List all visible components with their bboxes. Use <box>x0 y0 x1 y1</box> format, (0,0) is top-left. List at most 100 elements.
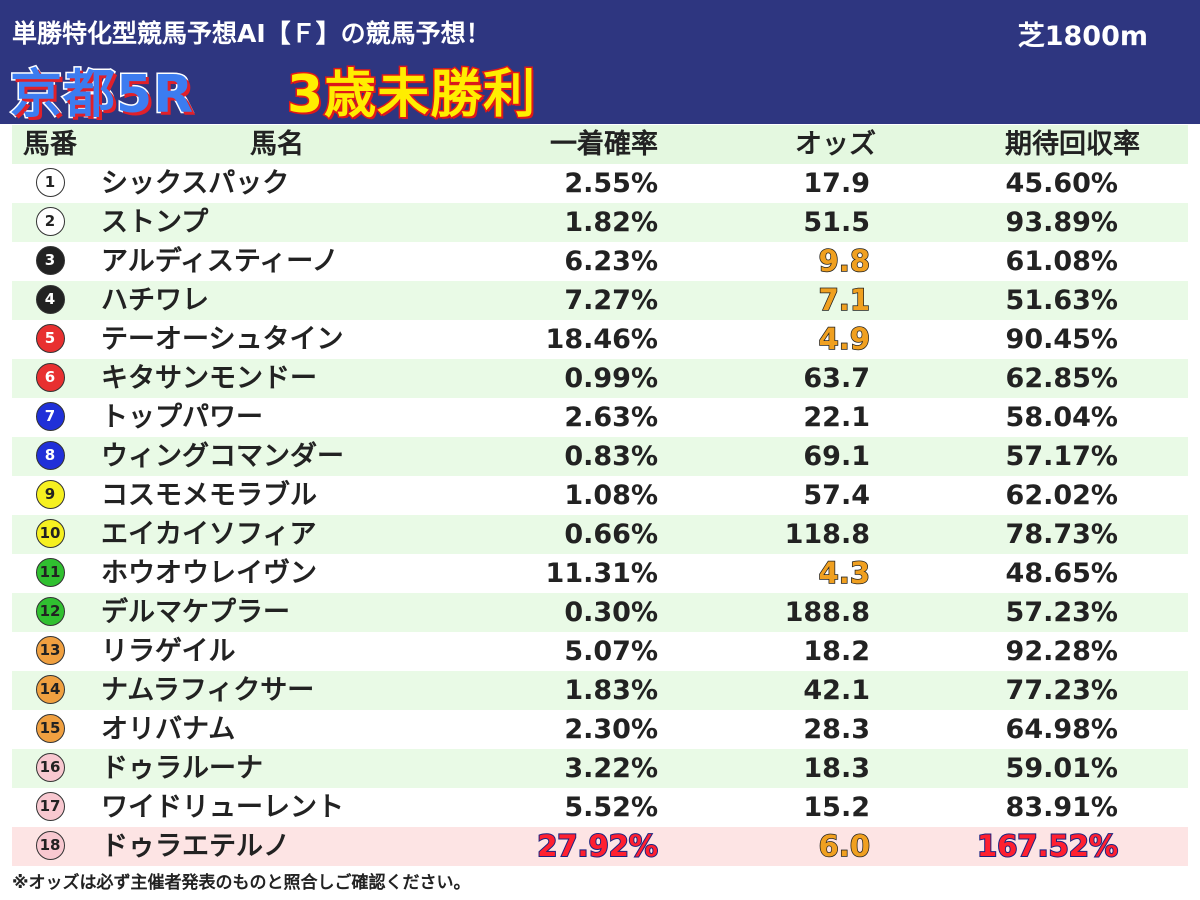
horse-name-text: キタサンモンドー <box>101 363 317 394</box>
horse-number-badge: 8 <box>35 441 65 470</box>
win-probability: 1.82% <box>564 203 658 242</box>
expected-return-text: 62.02% <box>1005 480 1118 511</box>
expected-return-text: 48.65% <box>1005 558 1118 589</box>
horse-number-cell: 18 <box>12 827 88 866</box>
odds-value: 18.2 <box>803 632 870 671</box>
horse-number-cell: 7 <box>12 398 88 437</box>
expected-return-text: 77.23% <box>1005 675 1118 706</box>
expected-return: 62.85% <box>1006 359 1118 398</box>
win-probability-text: 1.08% <box>564 480 658 511</box>
odds-value: 15.2 <box>803 788 870 827</box>
odds-value-text: 188.8 <box>784 597 870 628</box>
horse-number-cell: 5 <box>12 320 88 359</box>
table-row: 5 テーオーシュタイン 18.46% 4.9 90.45% <box>12 320 1188 359</box>
table-row: 16 ドゥラルーナ 3.22% 18.3 59.01% <box>12 749 1188 788</box>
horse-number-cell: 2 <box>12 203 88 242</box>
column-header-num: 馬番 <box>23 129 77 160</box>
win-probability: 11.31% <box>546 554 658 593</box>
horse-number-badge: 16 <box>35 753 65 782</box>
win-probability: 6.23% <box>564 242 658 281</box>
win-probability-text: 2.63% <box>564 402 658 433</box>
horse-number-badge: 2 <box>35 207 65 236</box>
horse-number-cell: 13 <box>12 632 88 671</box>
odds-value: 6.0 <box>818 827 871 867</box>
horse-name-text: リラゲイル <box>101 636 236 667</box>
horse-name-text: ワイドリューレント <box>101 792 344 823</box>
odds-value-text: 9.8 <box>818 243 871 279</box>
odds-value-text: 118.8 <box>784 519 870 550</box>
win-probability: 2.63% <box>564 398 658 437</box>
win-probability-text: 2.55% <box>564 168 658 199</box>
horse-name-text: シックスパック <box>101 168 290 199</box>
expected-return-text: 92.28% <box>1005 636 1118 667</box>
expected-return: 77.23% <box>1006 671 1118 710</box>
horse-number-badge: 13 <box>35 636 65 665</box>
odds-value: 188.8 <box>785 593 870 632</box>
horse-name: トップパワー <box>101 398 263 437</box>
win-probability: 1.08% <box>564 476 658 515</box>
column-header-return: 期待回収率 <box>1005 129 1140 160</box>
horse-name: キタサンモンドー <box>101 359 317 398</box>
win-probability: 0.66% <box>564 515 658 554</box>
column-header-odds: オッズ <box>795 129 876 160</box>
expected-return-text: 58.04% <box>1005 402 1118 433</box>
table-row: 18 ドゥラエテルノ 27.92% 6.0 167.52% <box>12 827 1188 866</box>
horse-name-text: ナムラフィクサー <box>101 675 315 706</box>
horse-number-cell: 8 <box>12 437 88 476</box>
race-class: 3歳未勝利 <box>285 64 537 127</box>
win-probability: 1.83% <box>564 671 658 710</box>
table-row: 11 ホウオウレイヴン 11.31% 4.3 48.65% <box>12 554 1188 593</box>
horse-name: デルマケプラー <box>101 593 290 632</box>
expected-return: 61.08% <box>1006 242 1118 281</box>
horse-name: ハチワレ <box>101 281 209 320</box>
horse-number-badge: 3 <box>35 246 65 275</box>
expected-return-text: 90.45% <box>1005 324 1118 355</box>
odds-value: 28.3 <box>803 710 870 749</box>
expected-return: 57.17% <box>1006 437 1118 476</box>
expected-return-text: 45.60% <box>1005 168 1118 199</box>
table-row: 10 エイカイソフィア 0.66% 118.8 78.73% <box>12 515 1188 554</box>
horse-number-cell: 16 <box>12 749 88 788</box>
expected-return-text: 59.01% <box>1005 753 1118 784</box>
expected-return: 83.91% <box>1006 788 1118 827</box>
footnote: ※オッズは必ず主催者発表のものと照合しご確認ください。 <box>12 873 471 893</box>
horse-name: コスモメモラブル <box>101 476 317 515</box>
horse-name-text: ホウオウレイヴン <box>101 558 317 589</box>
expected-return-text: 78.73% <box>1005 519 1118 550</box>
horse-number-badge: 7 <box>35 402 65 431</box>
odds-value: 7.1 <box>818 281 871 321</box>
table-row: 8 ウィングコマンダー 0.83% 69.1 57.17% <box>12 437 1188 476</box>
win-probability: 2.30% <box>564 710 658 749</box>
odds-value-text: 15.2 <box>803 792 870 823</box>
odds-value: 69.1 <box>803 437 870 476</box>
table-row: 3 アルディスティーノ 6.23% 9.8 61.08% <box>12 242 1188 281</box>
win-probability-text: 0.66% <box>564 519 658 550</box>
expected-return-text: 167.52% <box>976 828 1119 864</box>
horse-name: アルディスティーノ <box>101 242 339 281</box>
horse-number-cell: 15 <box>12 710 88 749</box>
odds-value-text: 51.5 <box>803 207 870 238</box>
horse-number-badge: 17 <box>35 792 65 821</box>
odds-value-text: 18.2 <box>803 636 870 667</box>
win-probability-text: 27.92% <box>536 828 659 864</box>
expected-return-text: 83.91% <box>1005 792 1118 823</box>
horse-number-cell: 9 <box>12 476 88 515</box>
horse-name-text: オリバナム <box>101 714 236 745</box>
win-probability-text: 0.30% <box>564 597 658 628</box>
horse-number-cell: 14 <box>12 671 88 710</box>
win-probability: 0.83% <box>564 437 658 476</box>
table-row: 7 トップパワー 2.63% 22.1 58.04% <box>12 398 1188 437</box>
odds-value-text: 63.7 <box>803 363 870 394</box>
odds-value-text: 4.9 <box>818 321 871 357</box>
horse-name-text: ドゥラエテルノ <box>101 831 290 862</box>
odds-value-text: 6.0 <box>818 828 871 864</box>
horse-number-cell: 11 <box>12 554 88 593</box>
win-probability: 3.22% <box>564 749 658 788</box>
horse-number-cell: 17 <box>12 788 88 827</box>
table-row: 14 ナムラフィクサー 1.83% 42.1 77.23% <box>12 671 1188 710</box>
odds-value: 51.5 <box>803 203 870 242</box>
odds-value: 18.3 <box>803 749 870 788</box>
horse-name-text: アルディスティーノ <box>101 246 339 277</box>
horse-name-text: テーオーシュタイン <box>101 324 344 355</box>
odds-value: 4.3 <box>818 554 871 594</box>
